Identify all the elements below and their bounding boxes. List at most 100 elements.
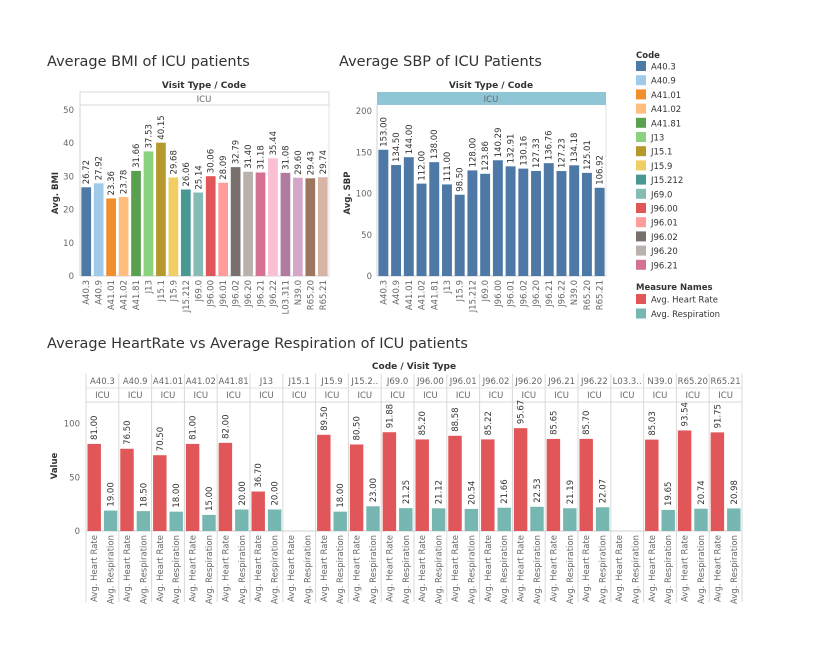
bmi-bar[interactable]: [280, 172, 291, 276]
sbp-bar[interactable]: [480, 173, 491, 276]
hr-bar[interactable]: [382, 432, 397, 531]
hr-bar[interactable]: [546, 438, 561, 531]
legend-code-label[interactable]: J96.02: [650, 233, 678, 243]
legend-code-label[interactable]: J96.21: [650, 261, 678, 271]
legend-code-swatch[interactable]: [636, 117, 646, 128]
sbp-bar[interactable]: [391, 165, 402, 276]
legend-code-label[interactable]: J69.0: [650, 190, 672, 200]
legend-code-label[interactable]: J15.212: [650, 176, 683, 186]
hr-bar[interactable]: [464, 508, 479, 531]
bmi-bar[interactable]: [106, 198, 116, 276]
legend-code-label[interactable]: J15.9: [650, 162, 672, 172]
sbp-bar[interactable]: [403, 157, 414, 276]
bmi-bar[interactable]: [305, 178, 316, 276]
bmi-bar[interactable]: [205, 176, 216, 276]
legend-code-swatch[interactable]: [636, 245, 646, 256]
hr-bar[interactable]: [267, 509, 282, 532]
hr-bar[interactable]: [513, 428, 528, 531]
legend-code-label[interactable]: J15.1: [650, 148, 672, 158]
hr-bar[interactable]: [579, 438, 593, 531]
legend-code-swatch[interactable]: [636, 61, 646, 71]
bmi-bar[interactable]: [255, 172, 266, 276]
sbp-bar[interactable]: [581, 172, 592, 276]
hr-bar[interactable]: [87, 443, 101, 531]
hr-bar[interactable]: [595, 507, 610, 531]
sbp-bar[interactable]: [378, 149, 389, 276]
hr-bar[interactable]: [333, 511, 347, 531]
sbp-bar[interactable]: [467, 170, 478, 276]
hr-bar[interactable]: [251, 491, 265, 531]
bmi-bar[interactable]: [317, 177, 328, 276]
hr-bar[interactable]: [481, 439, 495, 531]
legend-measure-label[interactable]: Avg. Respiration: [651, 310, 720, 320]
bmi-bar[interactable]: [81, 187, 92, 276]
legend-code-label[interactable]: J13: [650, 134, 664, 144]
hr-bar[interactable]: [727, 508, 741, 531]
bmi-bar[interactable]: [293, 177, 303, 276]
sbp-bar[interactable]: [543, 163, 554, 276]
legend-code-label[interactable]: A41.81: [651, 119, 681, 129]
sbp-bar[interactable]: [505, 166, 516, 276]
hr-bar[interactable]: [448, 435, 462, 531]
legend-code-label[interactable]: A40.9: [651, 77, 676, 87]
legend-code-swatch[interactable]: [636, 89, 646, 100]
hr-bar[interactable]: [366, 506, 380, 531]
hr-bar[interactable]: [218, 442, 233, 531]
legend-measure-swatch[interactable]: [636, 308, 646, 319]
hr-bar[interactable]: [415, 439, 429, 531]
legend-code-label[interactable]: A41.01: [651, 91, 681, 101]
hr-bar[interactable]: [235, 509, 249, 532]
bmi-bar[interactable]: [118, 197, 129, 276]
legend-measure-swatch[interactable]: [636, 294, 646, 304]
sbp-bar[interactable]: [429, 162, 440, 276]
hr-bar[interactable]: [169, 511, 183, 531]
hr-bar[interactable]: [136, 511, 151, 531]
legend-code-swatch[interactable]: [636, 217, 646, 228]
sbp-bar[interactable]: [556, 171, 567, 276]
legend-code-swatch[interactable]: [636, 174, 646, 185]
bmi-bar[interactable]: [180, 189, 191, 276]
sbp-bar[interactable]: [442, 184, 452, 276]
legend-code-swatch[interactable]: [636, 146, 646, 157]
sbp-bar[interactable]: [569, 165, 580, 276]
legend-code-swatch[interactable]: [636, 132, 646, 142]
legend-code-swatch[interactable]: [636, 160, 646, 171]
hr-bar[interactable]: [677, 430, 692, 531]
bmi-bar[interactable]: [218, 182, 229, 276]
legend-code-swatch[interactable]: [636, 188, 646, 199]
bmi-bar[interactable]: [230, 167, 241, 276]
hr-bar[interactable]: [120, 448, 134, 531]
legend-code-swatch[interactable]: [636, 259, 646, 270]
bmi-bar[interactable]: [193, 192, 204, 276]
legend-code-label[interactable]: A41.02: [651, 105, 681, 115]
sbp-bar[interactable]: [416, 183, 427, 276]
legend-code-label[interactable]: A40.3: [651, 63, 676, 73]
hr-bar[interactable]: [185, 443, 200, 531]
hr-bar[interactable]: [153, 455, 167, 531]
hr-bar[interactable]: [317, 434, 331, 531]
legend-code-swatch[interactable]: [636, 203, 646, 213]
legend-code-label[interactable]: J96.00: [650, 205, 678, 215]
hr-bar[interactable]: [202, 514, 216, 531]
hr-bar[interactable]: [497, 507, 511, 531]
sbp-bar[interactable]: [594, 187, 605, 276]
legend-code-swatch[interactable]: [636, 75, 646, 86]
hr-bar[interactable]: [103, 510, 118, 531]
legend-code-label[interactable]: J96.01: [650, 219, 678, 229]
legend-code-swatch[interactable]: [636, 231, 646, 242]
sbp-bar[interactable]: [492, 160, 503, 276]
bmi-bar[interactable]: [93, 183, 104, 276]
bmi-bar[interactable]: [131, 170, 141, 276]
bmi-bar[interactable]: [156, 142, 166, 276]
hr-bar[interactable]: [399, 508, 413, 531]
bmi-bar[interactable]: [268, 158, 278, 276]
hr-bar[interactable]: [661, 509, 675, 531]
sbp-bar[interactable]: [518, 168, 529, 276]
legend-code-label[interactable]: J96.20: [650, 247, 678, 257]
hr-bar[interactable]: [349, 444, 364, 531]
legend-measure-label[interactable]: Avg. Heart Rate: [651, 296, 718, 306]
sbp-bar[interactable]: [454, 194, 465, 276]
hr-bar[interactable]: [645, 439, 659, 531]
hr-bar[interactable]: [563, 508, 577, 531]
bmi-bar[interactable]: [168, 177, 179, 276]
